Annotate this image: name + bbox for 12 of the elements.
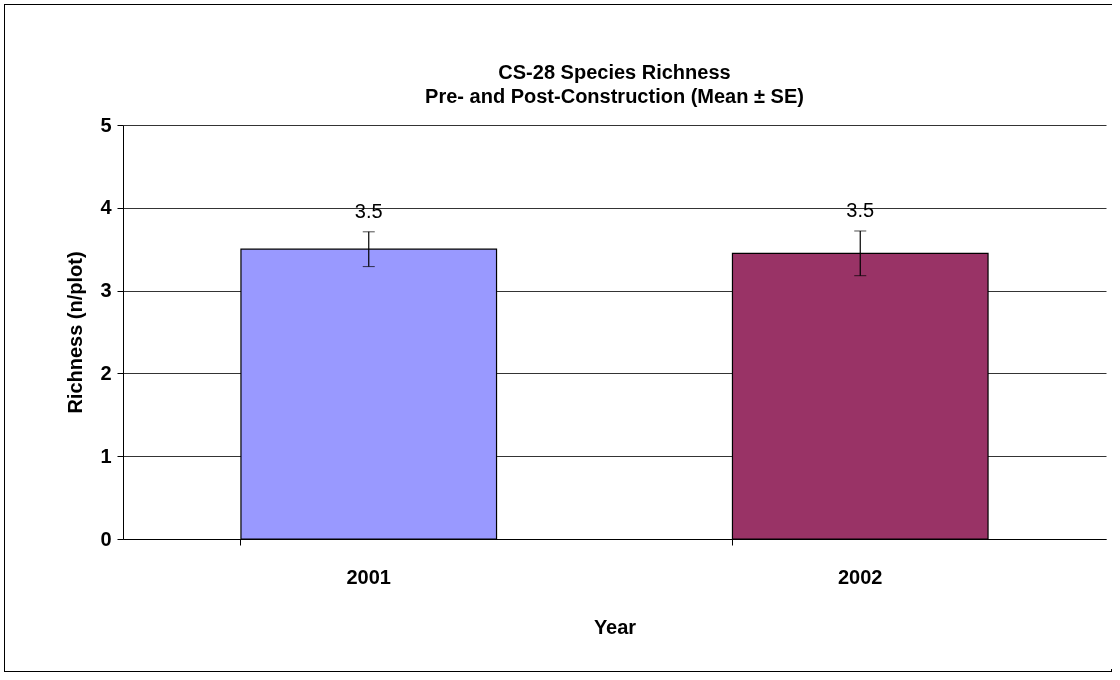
y-tick-label: 0 bbox=[100, 527, 112, 550]
x-tick-label: 2001 bbox=[346, 565, 391, 588]
y-tick-label: 5 bbox=[100, 113, 112, 136]
x-tick-label: 2002 bbox=[838, 565, 883, 588]
y-axis-title: Richness (n/plot) bbox=[64, 251, 87, 414]
chart-title: CS-28 Species Richness bbox=[498, 61, 731, 83]
y-tick-label: 2 bbox=[100, 361, 112, 384]
chart-subtitle: Pre- and Post-Construction (Mean ± SE) bbox=[425, 85, 804, 107]
y-tick-label: 3 bbox=[100, 279, 112, 302]
y-tick-label: 4 bbox=[100, 196, 113, 219]
y-tick-label: 1 bbox=[100, 444, 112, 467]
x-axis-title: Year bbox=[593, 615, 637, 638]
